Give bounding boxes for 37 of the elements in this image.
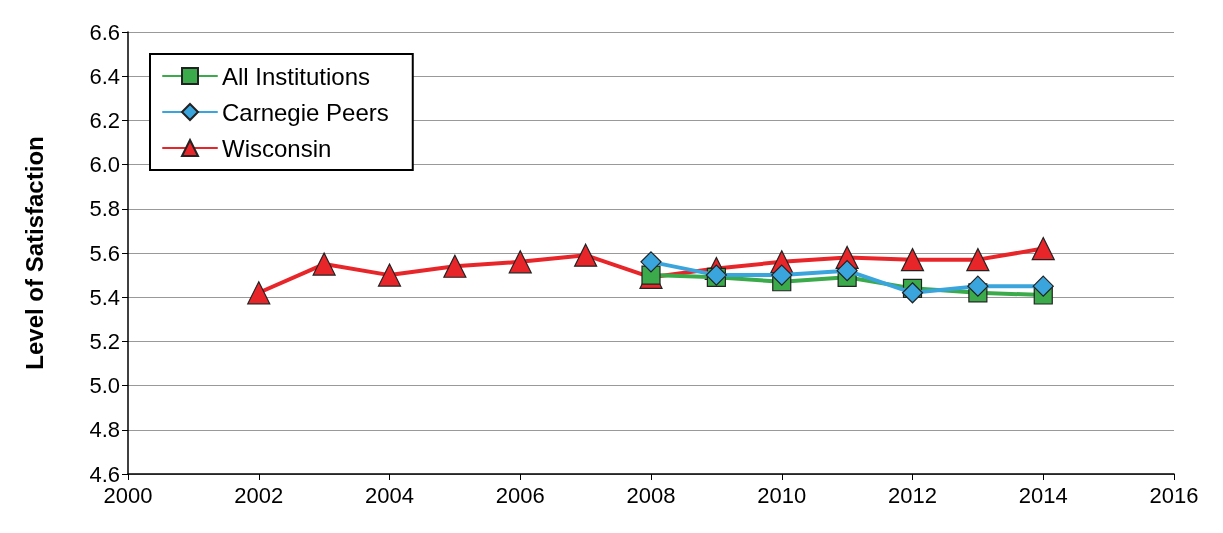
y-tick-label: 6.6 <box>89 19 120 45</box>
y-tick-label: 6.0 <box>89 152 120 178</box>
x-tick-label: 2006 <box>495 482 545 508</box>
y-tick-label: 6.2 <box>89 107 120 133</box>
point <box>574 243 598 267</box>
point <box>377 263 402 287</box>
point <box>836 260 858 282</box>
point <box>1032 275 1054 297</box>
y-tick-label: 5.4 <box>89 284 120 310</box>
x-tick-label: 2012 <box>888 482 937 508</box>
point <box>966 248 990 272</box>
point <box>247 281 271 305</box>
y-tick-label: 5.6 <box>89 240 120 266</box>
point <box>640 251 662 273</box>
point <box>967 275 989 297</box>
y-axis-title: Level of Satisfaction <box>20 136 48 370</box>
x-tick-label: 2014 <box>1018 482 1068 508</box>
y-tick-label: 5.2 <box>89 328 120 354</box>
x-tick-label: 2016 <box>1149 482 1199 508</box>
point <box>508 250 532 274</box>
x-tick-label: 2002 <box>234 482 284 508</box>
y-tick-label: 5.8 <box>89 196 120 222</box>
point <box>771 264 793 286</box>
legend-label: Wisconsin <box>222 134 332 162</box>
point <box>443 254 467 278</box>
y-tick-label: 4.8 <box>89 417 120 443</box>
point <box>1031 236 1055 261</box>
y-tick-label: 5.0 <box>89 373 120 399</box>
point <box>901 282 924 304</box>
point <box>900 248 925 272</box>
point <box>312 252 336 276</box>
x-tick-label: 2008 <box>626 482 676 508</box>
x-tick-label: 2004 <box>365 482 414 508</box>
y-tick-label: 6.4 <box>89 63 120 89</box>
x-tick-label: 2010 <box>757 482 807 508</box>
legend-label: Carnegie Peers <box>222 98 389 126</box>
legend-label: All Institutions <box>222 62 371 90</box>
